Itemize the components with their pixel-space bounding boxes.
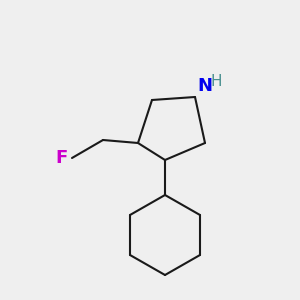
Text: H: H [211, 74, 223, 89]
Text: N: N [197, 77, 212, 95]
Text: F: F [56, 149, 68, 167]
